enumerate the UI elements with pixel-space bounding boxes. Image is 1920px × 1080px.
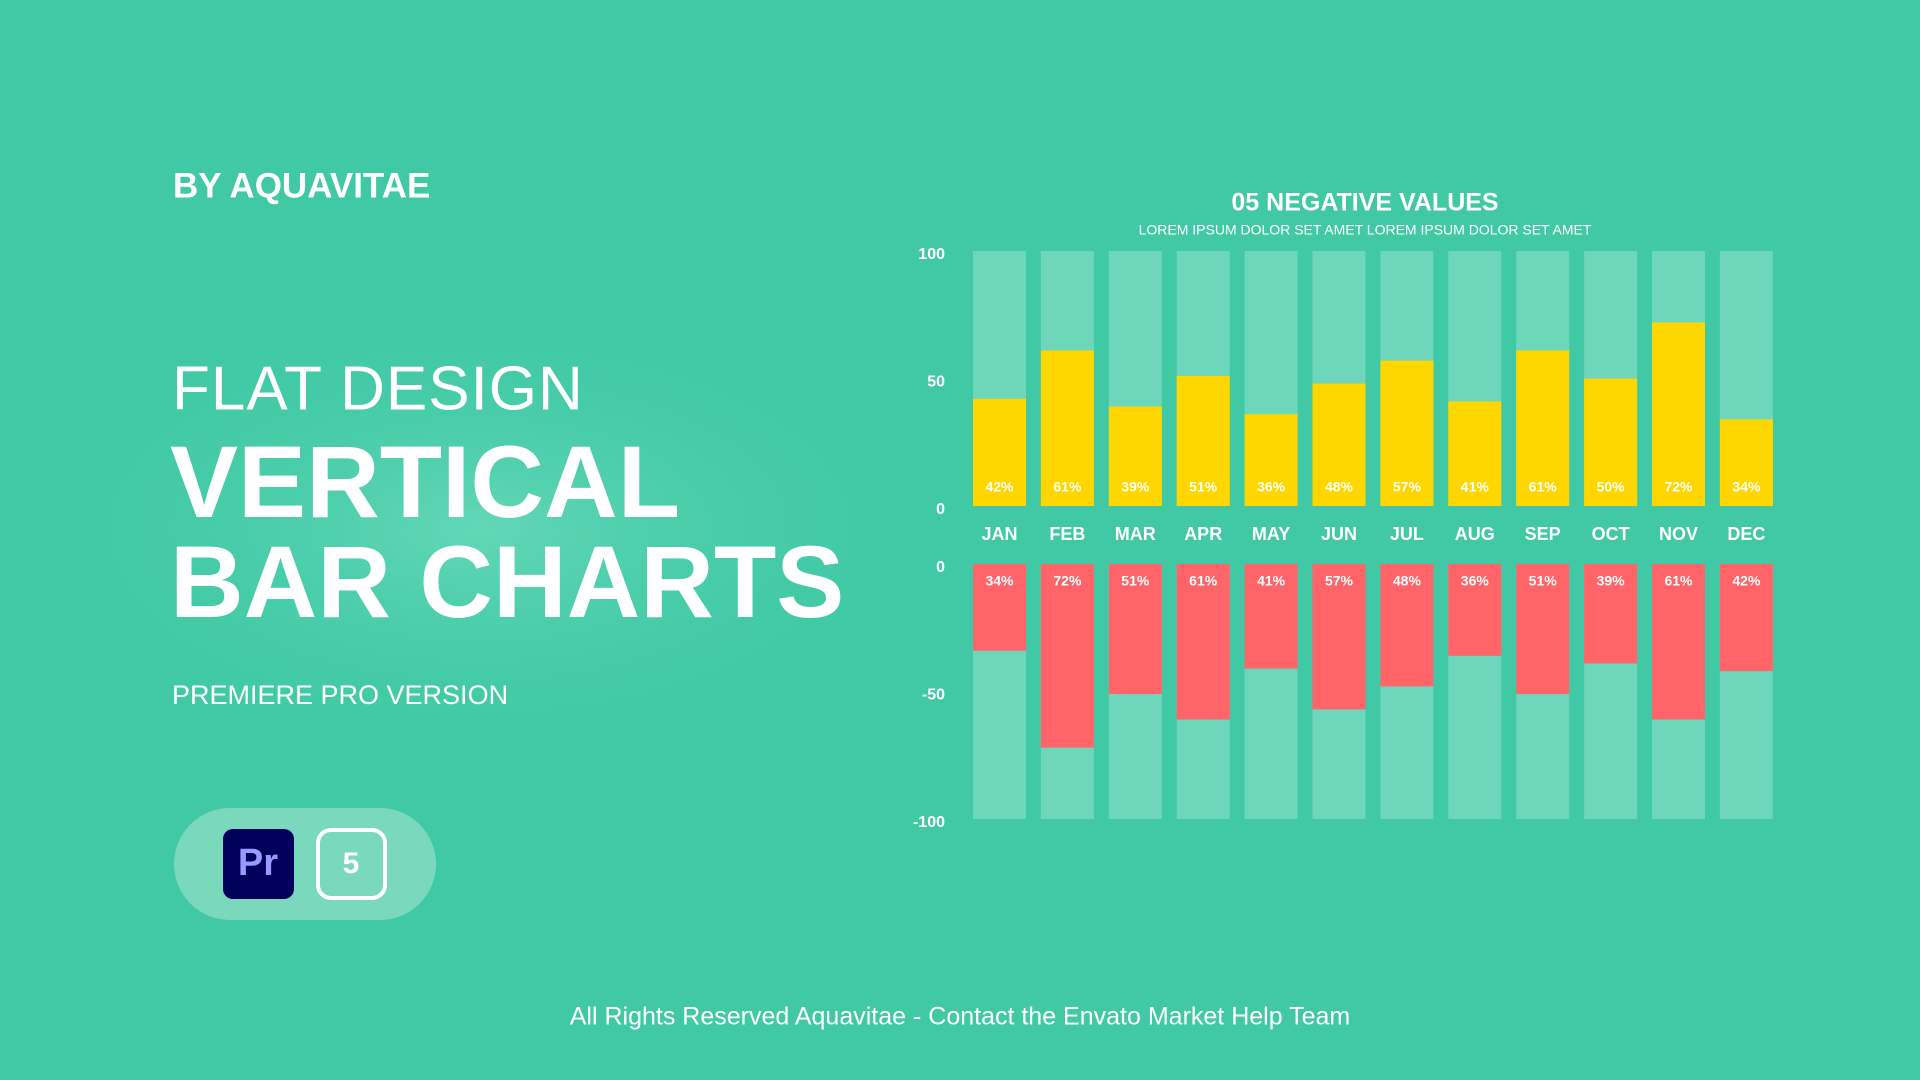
value-label: 41% [1257, 573, 1286, 589]
bar [1380, 360, 1434, 506]
bar [973, 564, 1026, 651]
app-badge: Pr [238, 842, 278, 884]
value-label: 39% [1121, 479, 1150, 495]
y-tick-label: -100 [913, 814, 945, 831]
value-label: 51% [1121, 573, 1150, 589]
version: PREMIERE PRO VERSION [172, 680, 508, 710]
x-tick-label: APR [1184, 524, 1222, 544]
value-label: 61% [1189, 573, 1218, 589]
bar [1108, 564, 1162, 695]
y-tick-label: -50 [922, 687, 945, 704]
bar [1584, 378, 1638, 506]
title-line: VERTICAL [170, 425, 680, 539]
x-tick-label: SEP [1525, 524, 1561, 544]
x-tick-label: JUL [1390, 524, 1424, 544]
value-label: 57% [1393, 479, 1422, 495]
bar [1176, 375, 1230, 506]
bar [1040, 350, 1094, 506]
footer: All Rights Reserved Aquavitae - Contact … [570, 1003, 1350, 1031]
value-label: 42% [985, 479, 1014, 495]
x-tick-label: MAR [1115, 524, 1156, 544]
kicker: FLAT DESIGN [172, 354, 584, 423]
value-label: 72% [1664, 479, 1693, 495]
value-label: 48% [1393, 573, 1422, 589]
title-glow [10, 300, 950, 760]
bar [973, 398, 1026, 506]
value-label: 41% [1461, 479, 1490, 495]
bar [1719, 564, 1773, 672]
bar [1448, 401, 1502, 506]
badge-pill [174, 808, 436, 920]
chart-title: 05 NEGATIVE VALUES [1231, 189, 1498, 217]
x-tick-label: DEC [1727, 524, 1765, 544]
value-label: 48% [1325, 479, 1354, 495]
title-line: BAR CHARTS [170, 525, 844, 639]
bar [1244, 414, 1298, 506]
value-label: 72% [1053, 573, 1082, 589]
bar [1719, 419, 1773, 506]
brand: BY AQUAVITAE [173, 166, 430, 205]
value-label: 39% [1597, 573, 1626, 589]
x-tick-label: MAY [1252, 524, 1290, 544]
chart-subtitle: LOREM IPSUM DOLOR SET AMET LOREM IPSUM D… [1139, 222, 1592, 238]
value-label: 34% [1732, 479, 1761, 495]
bar [1652, 322, 1705, 506]
y-tick-label: 0 [936, 559, 945, 576]
bar [1516, 350, 1570, 506]
x-tick-label: JUN [1321, 524, 1357, 544]
bar [1312, 383, 1366, 506]
app-icon [223, 829, 294, 899]
y-tick-label: 100 [918, 246, 945, 263]
x-tick-label: JAN [981, 524, 1017, 544]
value-label: 36% [1461, 573, 1490, 589]
x-tick-label: OCT [1592, 524, 1630, 544]
bar [1516, 564, 1570, 695]
x-tick-label: NOV [1659, 524, 1698, 544]
value-label: 42% [1732, 573, 1761, 589]
bar [1176, 564, 1230, 720]
bar [1312, 564, 1366, 710]
bar [1244, 564, 1298, 669]
value-label: 34% [985, 573, 1014, 589]
version-box [316, 828, 387, 900]
value-label: 61% [1664, 573, 1693, 589]
value-label: 36% [1257, 479, 1286, 495]
value-label: 57% [1325, 573, 1354, 589]
bar [1040, 564, 1094, 748]
bar [1584, 564, 1638, 664]
y-tick-label: 50 [927, 374, 945, 391]
bar [1380, 564, 1434, 687]
value-label: 51% [1189, 479, 1218, 495]
x-tick-label: AUG [1455, 524, 1495, 544]
value-label: 50% [1597, 479, 1626, 495]
y-tick-label: 0 [936, 501, 945, 518]
bar [1448, 564, 1502, 656]
bar [1108, 406, 1162, 506]
value-label: 61% [1529, 479, 1558, 495]
value-label: 51% [1529, 573, 1558, 589]
x-tick-label: FEB [1049, 524, 1085, 544]
bar [1652, 564, 1705, 720]
version-badge: 5 [343, 847, 360, 880]
value-label: 61% [1053, 479, 1082, 495]
